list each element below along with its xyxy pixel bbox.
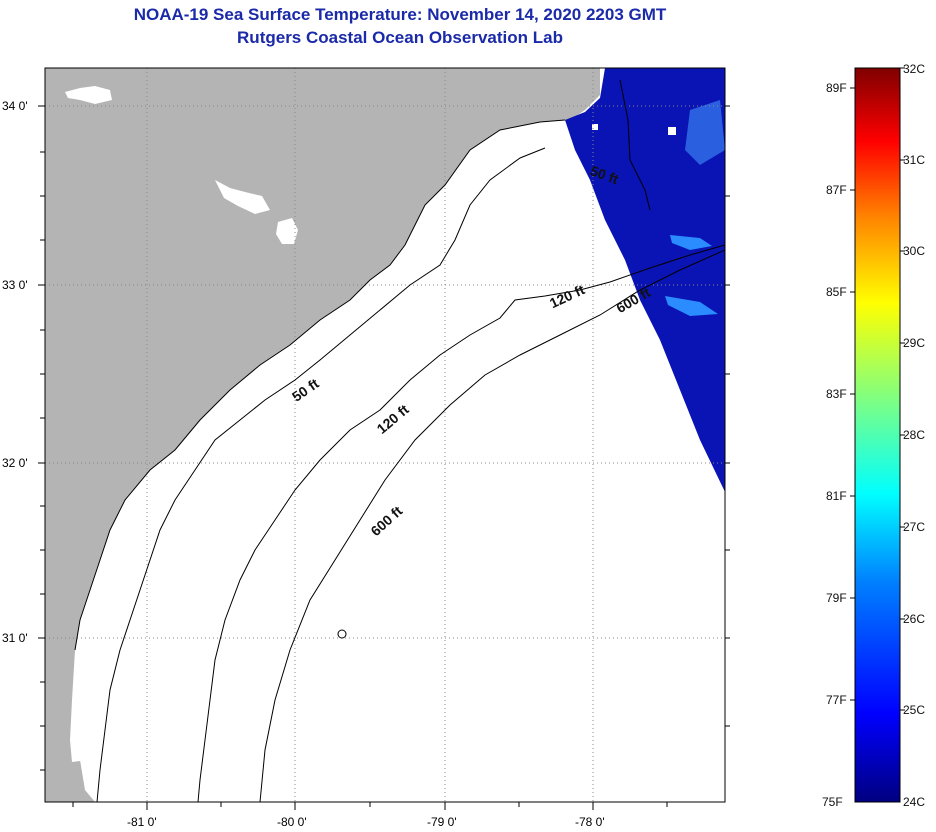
- land-mass: [45, 68, 600, 802]
- fahrenheit-label: 83F: [826, 387, 847, 401]
- fahrenheit-label: 75F: [822, 795, 843, 809]
- celsius-label: 29C: [903, 336, 925, 350]
- colorbar: [854, 67, 901, 803]
- sst-patch-2: [670, 235, 712, 250]
- contour-120ft: [197, 244, 725, 802]
- lat-label: 34 0': [2, 99, 28, 113]
- fahrenheit-label: 85F: [826, 285, 847, 299]
- sst-patch-3: [665, 296, 718, 316]
- lake-4: [70, 740, 88, 762]
- fahrenheit-label: 87F: [826, 183, 847, 197]
- lat-label: 32 0': [2, 456, 28, 470]
- celsius-label: 27C: [903, 520, 925, 534]
- fahrenheit-label: 79F: [826, 591, 847, 605]
- celsius-label: 24C: [903, 795, 925, 809]
- contour-600ft-offshore: [619, 79, 651, 211]
- lon-label: -80 0': [277, 815, 307, 829]
- lake-2: [215, 180, 270, 214]
- cloud-pixel: [592, 124, 598, 130]
- lon-label: -79 0': [427, 815, 457, 829]
- celsius-label: 28C: [903, 428, 925, 442]
- celsius-label: 31C: [903, 153, 925, 167]
- lat-ticks: [38, 105, 730, 771]
- lat-label: 33 0': [2, 278, 28, 292]
- lon-label: -81 0': [127, 815, 157, 829]
- lon-label: -78 0': [575, 815, 605, 829]
- seamount-contour: [337, 629, 347, 639]
- coastline: [74, 119, 566, 651]
- graticule: [45, 68, 725, 802]
- celsius-label: 26C: [903, 612, 925, 626]
- celsius-label: 32C: [903, 62, 925, 76]
- map-title: NOAA-19 Sea Surface Temperature: Novembe…: [133, 5, 667, 24]
- celsius-label: 30C: [903, 244, 925, 258]
- celsius-label: 25C: [903, 703, 925, 717]
- fahrenheit-label: 77F: [826, 693, 847, 707]
- lon-ticks: [72, 802, 668, 810]
- sst-swath: [565, 68, 725, 492]
- lat-label: 31 0': [2, 631, 28, 645]
- contour-50ft: [96, 147, 546, 802]
- sst-patch-1: [685, 100, 725, 165]
- contour-600ft: [259, 249, 725, 802]
- lake-1: [65, 86, 112, 104]
- cloud-pixel: [668, 127, 676, 135]
- fahrenheit-label: 81F: [826, 489, 847, 503]
- colorbar-ticks: [850, 67, 905, 711]
- map-subtitle: Rutgers Coastal Ocean Observation Lab: [237, 28, 563, 47]
- map-frame: [44, 67, 726, 803]
- fahrenheit-label: 89F: [826, 81, 847, 95]
- lake-3: [276, 218, 298, 244]
